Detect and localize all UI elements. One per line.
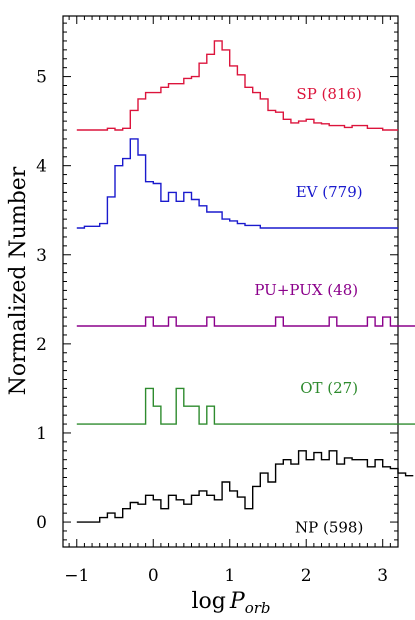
- y-tick-label: 4: [36, 157, 47, 177]
- series-line: [76, 450, 414, 523]
- axis-ticks: −1 0 1 2 3 0 1 2 3 4 5: [36, 16, 399, 586]
- x-tick-label: 3: [377, 566, 388, 586]
- series-label: PU+PUX (48): [254, 281, 358, 299]
- x-tick-label: 0: [148, 566, 159, 586]
- x-axis-title-sub: orb: [245, 599, 271, 617]
- y-axis-title: Normalized Number: [6, 166, 31, 395]
- series-label: OT (27): [300, 379, 358, 397]
- y-tick-label: 0: [36, 513, 47, 533]
- series-line: [76, 387, 415, 425]
- series-line: [76, 138, 398, 229]
- y-tick-label: 3: [36, 246, 47, 266]
- series-label: SP (816): [296, 85, 361, 103]
- y-tick-label: 2: [36, 335, 47, 355]
- y-tick-label: 1: [36, 424, 47, 444]
- series-label: NP (598): [295, 519, 363, 537]
- x-axis-title-prefix: log: [192, 589, 226, 614]
- x-tick-label: 2: [301, 566, 312, 586]
- series-line: [76, 316, 415, 327]
- series-line: [76, 40, 398, 131]
- series-labels: SP (816) EV (779) PU+PUX (48) OT (27) NP (59…: [254, 85, 363, 537]
- x-axis-title-var: P: [229, 589, 246, 614]
- x-tick-label: 1: [224, 566, 235, 586]
- x-axis-title: log Porb: [192, 589, 271, 617]
- x-tick-label: −1: [64, 566, 89, 586]
- y-tick-label: 5: [36, 68, 47, 88]
- series-lines: [76, 40, 415, 523]
- series-label: EV (779): [296, 183, 363, 201]
